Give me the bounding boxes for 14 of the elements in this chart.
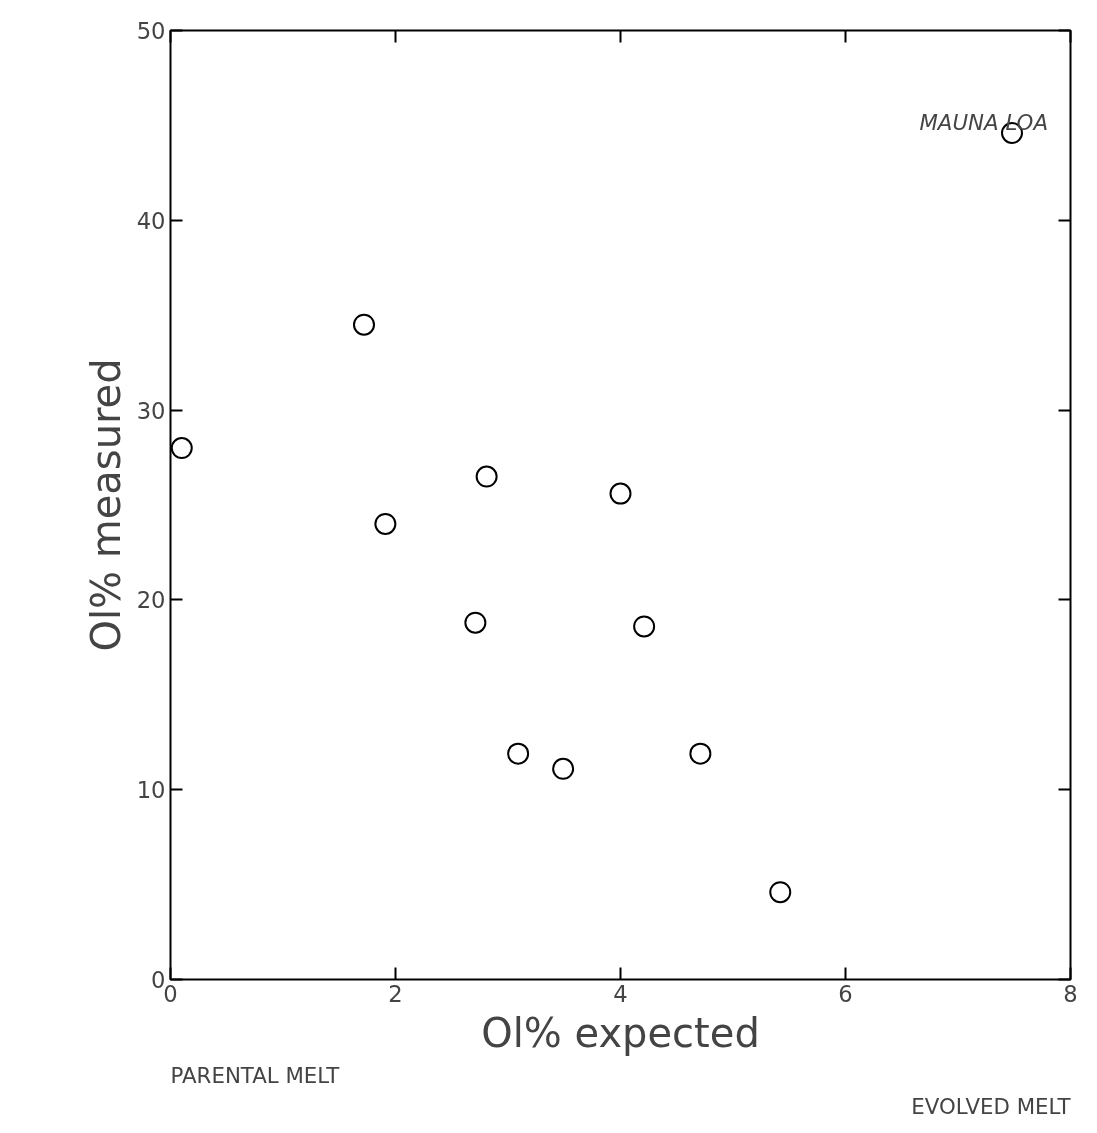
y-axis-title: Ol% measured xyxy=(82,358,129,652)
y-tick-label: 40 xyxy=(136,207,166,234)
y-tick-label: 50 xyxy=(136,18,166,44)
x-tick-label: 6 xyxy=(838,980,853,1007)
y-tick-label: 30 xyxy=(136,397,166,424)
y-tick-label: 20 xyxy=(136,587,166,614)
text: PARENTAL MELT xyxy=(170,1062,341,1088)
text: EVOLVED MELT xyxy=(911,1093,1072,1119)
y-tick-label: 10 xyxy=(136,777,166,804)
x-tick-label: 4 xyxy=(613,980,628,1007)
annotation: MAUNA LOA xyxy=(919,109,1048,135)
x-tick-label: 2 xyxy=(388,980,403,1007)
x-tick-label: 8 xyxy=(1063,980,1078,1007)
x-axis-title: Ol% expected xyxy=(481,1009,760,1056)
